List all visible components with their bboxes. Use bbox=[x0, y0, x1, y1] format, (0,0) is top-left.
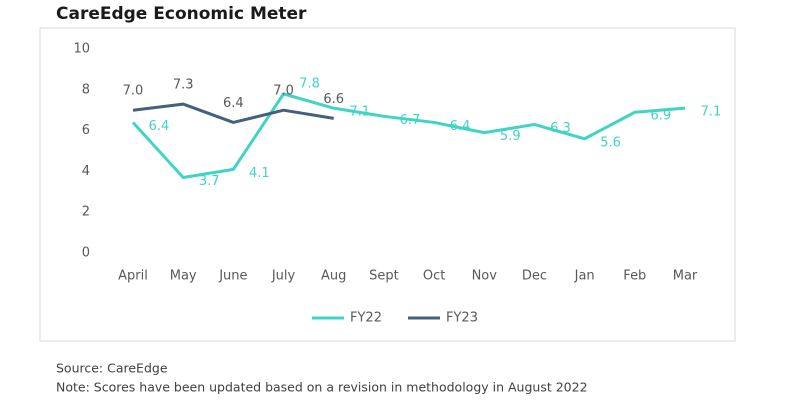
y-tick-label: 4 bbox=[82, 164, 90, 179]
legend-label: FY23 bbox=[446, 311, 478, 326]
x-tick-label: July bbox=[271, 269, 296, 284]
x-tick-label: April bbox=[118, 269, 148, 284]
chart-frame bbox=[39, 27, 736, 342]
y-tick-label: 8 bbox=[82, 82, 90, 97]
x-tick-label: Sept bbox=[369, 269, 399, 284]
data-label: 6.6 bbox=[323, 92, 344, 107]
x-tick-label: Aug bbox=[321, 269, 346, 284]
data-label: 7.3 bbox=[173, 78, 194, 93]
note: Note: Scores have been updated based on … bbox=[56, 380, 588, 395]
data-label: 6.4 bbox=[450, 119, 471, 134]
data-label: 6.4 bbox=[149, 119, 170, 134]
data-label: 7.0 bbox=[273, 84, 294, 99]
data-label: 3.7 bbox=[199, 174, 220, 189]
legend-label: FY22 bbox=[350, 311, 382, 326]
x-tick-label: Mar bbox=[673, 269, 698, 284]
chart-title: CareEdge Economic Meter bbox=[56, 4, 307, 24]
y-tick-label: 2 bbox=[82, 205, 90, 220]
x-tick-label: Feb bbox=[623, 269, 646, 284]
x-tick-label: Oct bbox=[423, 269, 445, 284]
series-line bbox=[132, 102, 334, 124]
source: Source: CareEdge bbox=[56, 361, 168, 376]
x-tick-label: May bbox=[170, 269, 197, 284]
data-label: 5.9 bbox=[500, 129, 521, 144]
x-tick-label: Nov bbox=[472, 269, 498, 284]
data-label: 7.0 bbox=[123, 84, 144, 99]
y-tick-label: 0 bbox=[82, 246, 90, 261]
x-tick-label: June bbox=[218, 269, 247, 284]
data-label: 6.3 bbox=[550, 121, 571, 136]
x-tick-label: Dec bbox=[522, 269, 547, 284]
y-tick-label: 6 bbox=[82, 123, 90, 138]
data-label: 4.1 bbox=[249, 166, 270, 181]
data-label: 6.7 bbox=[400, 113, 421, 128]
data-label: 7.1 bbox=[701, 105, 722, 120]
data-label: 6.9 bbox=[650, 109, 671, 124]
series-line bbox=[131, 92, 686, 180]
data-label: 6.4 bbox=[223, 96, 244, 111]
data-label: 5.6 bbox=[600, 135, 621, 150]
y-tick-label: 10 bbox=[73, 42, 90, 57]
data-label: 7.8 bbox=[299, 76, 320, 91]
data-label: 7.1 bbox=[349, 105, 370, 120]
x-tick-label: Jan bbox=[574, 269, 595, 284]
